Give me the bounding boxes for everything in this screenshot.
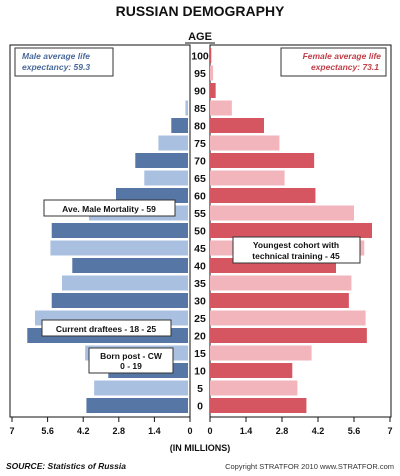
tick-label-male-0: 0 <box>187 426 192 436</box>
bar-female-age-5 <box>210 380 298 396</box>
age-label-15: 15 <box>194 348 206 360</box>
bar-male-age-30 <box>51 293 188 308</box>
tick-label-female-3: 4.2 <box>312 426 325 436</box>
age-label-95: 95 <box>194 68 206 80</box>
source-note: SOURCE: Statistics of Russia <box>6 461 126 471</box>
bar-female-age-95 <box>210 65 214 81</box>
female-legend-line-2: expectancy: 73.1 <box>311 62 379 72</box>
female-legend-box: Female average life expectancy: 73.1 <box>280 47 387 77</box>
x-axis-title: (IN MILLIONS) <box>170 443 231 453</box>
bar-female-age-25 <box>210 310 366 326</box>
age-label-90: 90 <box>194 86 206 98</box>
bar-male-age-45 <box>50 240 188 256</box>
age-label-40: 40 <box>194 261 206 273</box>
bar-female-age-90 <box>210 83 216 98</box>
age-label-80: 80 <box>194 121 206 133</box>
age-label-20: 20 <box>194 331 206 343</box>
age-label-25: 25 <box>194 313 206 325</box>
bar-male-age-85 <box>185 100 188 116</box>
annotation-technical-training: Youngest cohort with technical training … <box>232 236 361 264</box>
annotation-current-draftees: Current draftees - 18 - 25 <box>41 319 172 337</box>
bar-male-age-75 <box>158 135 188 151</box>
annotation-male-mortality: Ave. Male Mortality - 59 <box>43 199 176 217</box>
bar-male-age-50 <box>51 223 188 238</box>
age-label-45: 45 <box>194 243 206 255</box>
age-label-55: 55 <box>194 208 206 220</box>
bar-female-age-10 <box>210 363 293 378</box>
tick-label-female-5: 7 <box>387 426 392 436</box>
annotation-technical-line-1: Youngest cohort with <box>253 240 339 250</box>
bar-female-age-70 <box>210 153 315 168</box>
bar-male-age-70 <box>135 153 188 168</box>
age-label-50: 50 <box>194 226 206 238</box>
age-label-85: 85 <box>194 103 206 115</box>
bar-female-age-0 <box>210 398 307 413</box>
annotation-born-post-cw: Born post - CW 0 - 19 <box>88 347 174 374</box>
male-legend-box: Male average life expectancy: 59.3 <box>14 47 114 77</box>
male-legend-line-1: Male average life <box>22 51 90 61</box>
bar-male-age-80 <box>171 118 188 133</box>
bar-male-age-0 <box>86 398 188 413</box>
female-legend-line-1: Female average life <box>303 51 382 61</box>
x-axis-ticks: 0 0 1.4 1.4 2.8 2.8 4.2 4.2 5.6 5.6 7 7 <box>9 417 393 436</box>
age-tick-labels: 1009590858075706560555045403530252015105… <box>191 51 209 413</box>
male-legend-line-2: expectancy: 59.3 <box>22 62 90 72</box>
tick-label-female-2: 2.8 <box>276 426 289 436</box>
age-label-30: 30 <box>194 296 206 308</box>
annotation-male-mortality-text: Ave. Male Mortality - 59 <box>62 204 156 214</box>
bar-female-age-65 <box>210 170 285 186</box>
age-label-70: 70 <box>194 156 206 168</box>
copyright-note: Copyright STRATFOR 2010 www.STRATFOR.com <box>225 462 394 471</box>
age-axis-label: AGE <box>188 31 212 43</box>
age-label-5: 5 <box>197 383 203 395</box>
tick-label-female-0: 0 <box>207 426 212 436</box>
age-label-65: 65 <box>194 173 206 185</box>
bar-female-age-30 <box>210 293 349 308</box>
annotation-born-post-cw-line-1: Born post - CW <box>100 351 163 361</box>
annotation-born-post-cw-line-2: 0 - 19 <box>120 361 142 371</box>
bar-female-age-55 <box>210 205 354 221</box>
tick-label-female-1: 1.4 <box>240 426 253 436</box>
age-label-0: 0 <box>197 401 203 413</box>
bar-male-age-60 <box>116 188 188 203</box>
bar-male-age-40 <box>72 258 188 273</box>
bar-male-age-35 <box>62 275 188 291</box>
female-bars <box>210 48 372 413</box>
bar-female-age-35 <box>210 275 352 291</box>
chart-title: RUSSIAN DEMOGRAPHY <box>116 3 285 19</box>
tick-label-male-2: 2.8 <box>113 426 126 436</box>
tick-label-male-4: 5.6 <box>41 426 54 436</box>
age-label-60: 60 <box>194 191 206 203</box>
tick-label-male-5: 7 <box>9 426 14 436</box>
age-label-10: 10 <box>194 366 206 378</box>
bar-male-age-65 <box>144 170 188 186</box>
bar-female-age-75 <box>210 135 280 151</box>
bar-female-age-100 <box>210 48 212 63</box>
age-label-35: 35 <box>194 278 206 290</box>
tick-label-male-1: 1.4 <box>148 426 161 436</box>
bar-female-age-15 <box>210 345 312 361</box>
bar-male-age-5 <box>94 380 188 396</box>
bar-female-age-85 <box>210 100 232 116</box>
bar-female-age-60 <box>210 188 316 203</box>
bar-female-age-80 <box>210 118 264 133</box>
bar-female-age-20 <box>210 328 367 343</box>
age-label-100: 100 <box>191 51 209 63</box>
tick-label-female-4: 5.6 <box>348 426 361 436</box>
annotation-technical-line-2: technical training - 45 <box>252 251 340 261</box>
annotation-current-draftees-text: Current draftees - 18 - 25 <box>56 324 156 334</box>
age-label-75: 75 <box>194 138 206 150</box>
tick-label-male-3: 4.2 <box>77 426 90 436</box>
bar-female-age-50 <box>210 223 372 238</box>
